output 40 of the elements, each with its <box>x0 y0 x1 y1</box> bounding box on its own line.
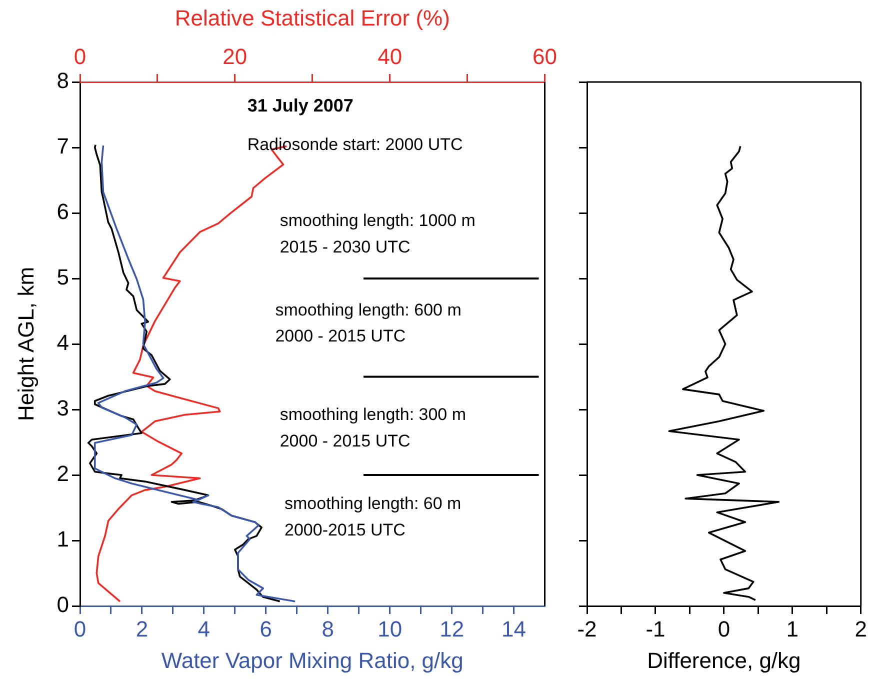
x-tick-label: 0 <box>718 616 730 642</box>
x-tick-label: 2 <box>854 616 868 642</box>
y-tick-label: 8 <box>56 68 69 94</box>
annotation: 2015 - 2030 UTC <box>280 237 410 256</box>
x2-axis-title: Relative Statistical Error (%) <box>174 5 450 30</box>
y-tick-label: 6 <box>56 199 69 224</box>
x2-tick-label: 40 <box>378 44 402 69</box>
annotation: 2000-2015 UTC <box>284 520 406 540</box>
x-tick-label: 10 <box>378 616 402 642</box>
y-axis-title: Height AGL, km <box>13 266 38 422</box>
x-axis-title: Difference, g/kg <box>647 648 801 673</box>
y-tick-label: 1 <box>56 526 69 552</box>
y-tick-label: 5 <box>56 264 69 290</box>
annotation: smoothing length: 300 m <box>280 405 466 424</box>
x-tick-label: -1 <box>646 616 666 642</box>
x2-tick-label: 20 <box>222 44 248 69</box>
y-tick-label: 0 <box>56 592 69 618</box>
x-tick-label: 8 <box>322 616 334 642</box>
x2-tick-label: 60 <box>532 44 558 69</box>
x-tick-label: 14 <box>502 616 526 642</box>
annotation: 2000 - 2015 UTC <box>275 326 406 346</box>
x2-tick-label: 0 <box>74 44 86 69</box>
annotation: 2000 - 2015 UTC <box>280 431 410 450</box>
x-tick-label: 2 <box>136 616 148 642</box>
annotation: Radiosonde start: 2000 UTC <box>247 135 463 154</box>
annotation: 31 July 2007 <box>247 96 354 116</box>
annotation: smoothing length: 600 m <box>275 300 462 320</box>
y-tick-label: 3 <box>56 396 69 421</box>
annotation: smoothing length: 60 m <box>284 494 462 514</box>
annotation: smoothing length: 1000 m <box>280 211 476 230</box>
x-tick-label: 0 <box>74 616 86 642</box>
x-tick-label: 12 <box>440 616 464 642</box>
x-tick-label: 1 <box>786 616 799 642</box>
x-axis-title: Water Vapor Mixing Ratio, g/kg <box>161 648 464 673</box>
y-tick-label: 7 <box>56 134 69 159</box>
x-tick-label: -2 <box>577 616 597 642</box>
x-tick-label: 4 <box>198 616 210 642</box>
x-tick-label: 6 <box>260 616 272 642</box>
y-tick-label: 2 <box>56 461 69 486</box>
y-tick-label: 4 <box>56 330 69 356</box>
